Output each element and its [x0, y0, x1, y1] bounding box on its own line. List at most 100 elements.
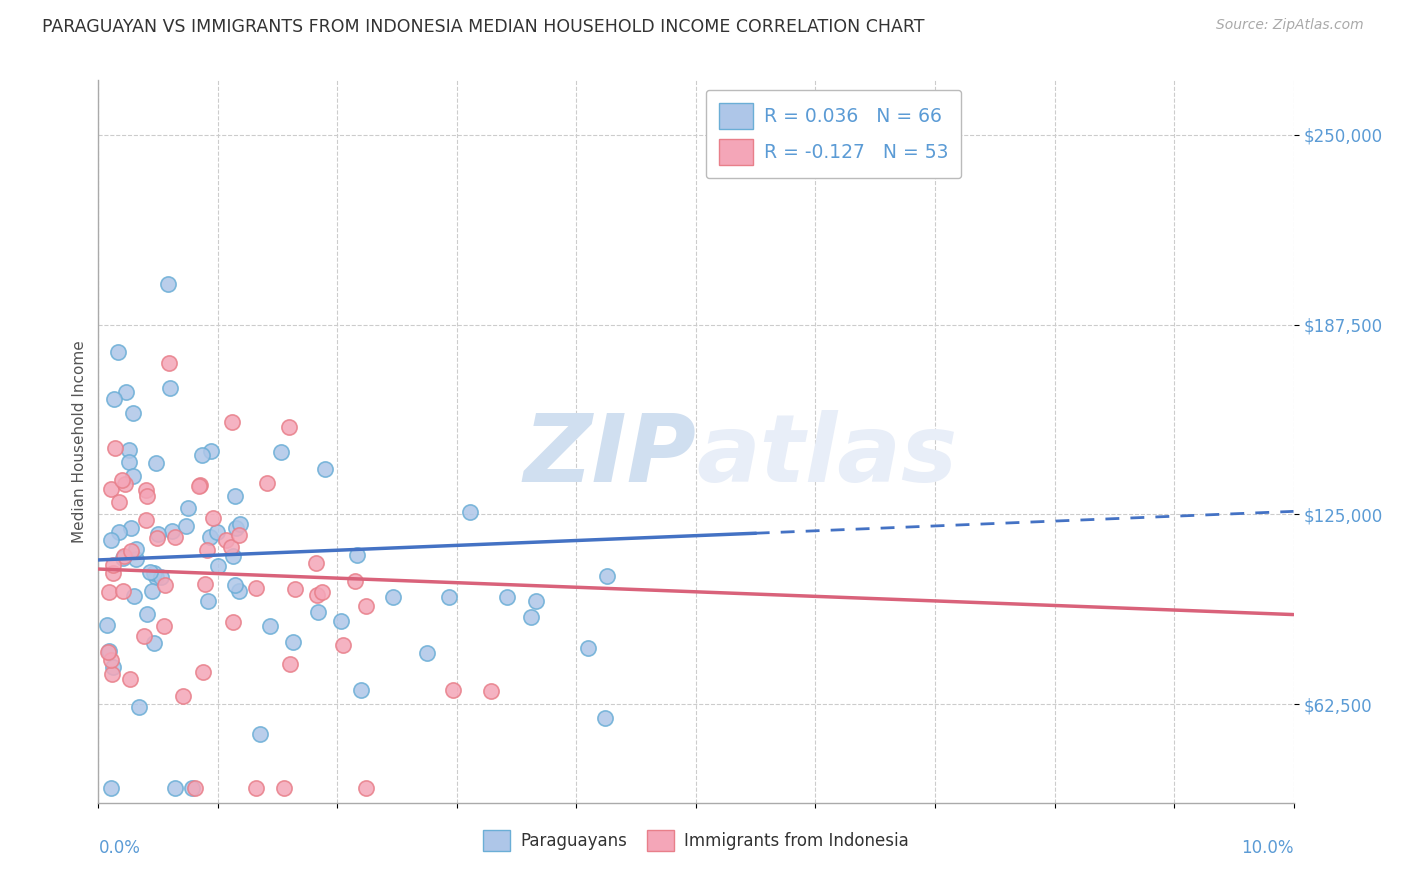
Point: [441, 683, 464, 698]
Point: [163, 780, 186, 795]
Point: [159, 381, 181, 395]
Point: [349, 682, 371, 697]
Point: [219, 540, 242, 554]
Point: [222, 549, 245, 563]
Point: [283, 635, 305, 649]
Point: [278, 420, 301, 434]
Point: [146, 527, 169, 541]
Point: [200, 444, 222, 458]
Point: [273, 780, 295, 795]
Point: [153, 578, 176, 592]
Point: [100, 780, 122, 795]
Point: [245, 780, 267, 795]
Point: [229, 517, 252, 532]
Point: [100, 653, 122, 667]
Point: [354, 780, 377, 795]
Point: [284, 582, 307, 596]
Point: [245, 581, 267, 595]
Point: [118, 443, 141, 458]
Legend: Paraguayans, Immigrants from Indonesia: Paraguayans, Immigrants from Indonesia: [475, 822, 917, 860]
Point: [198, 530, 221, 544]
Point: [184, 780, 207, 795]
Point: [101, 558, 124, 572]
Point: [416, 646, 439, 660]
Point: [176, 501, 198, 516]
Point: [100, 482, 122, 496]
Point: [134, 629, 156, 643]
Point: [101, 666, 124, 681]
Point: [103, 392, 125, 407]
Point: [122, 468, 145, 483]
Point: [145, 456, 167, 470]
Point: [172, 689, 194, 703]
Text: ZIP: ZIP: [523, 410, 696, 502]
Point: [437, 591, 460, 605]
Point: [108, 495, 131, 509]
Point: [108, 524, 131, 539]
Point: [152, 619, 174, 633]
Point: [354, 599, 377, 614]
Point: [224, 489, 246, 503]
Point: [191, 449, 214, 463]
Point: [122, 589, 145, 603]
Point: [114, 477, 136, 491]
Point: [202, 511, 225, 525]
Point: [112, 551, 135, 566]
Point: [228, 528, 250, 542]
Point: [187, 479, 209, 493]
Point: [520, 609, 543, 624]
Text: Source: ZipAtlas.com: Source: ZipAtlas.com: [1216, 18, 1364, 32]
Point: [194, 577, 217, 591]
Point: [135, 489, 157, 503]
Point: [101, 659, 124, 673]
Point: [332, 638, 354, 652]
Point: [188, 478, 211, 492]
Point: [207, 559, 229, 574]
Point: [344, 574, 367, 589]
Point: [156, 277, 179, 292]
Point: [249, 727, 271, 741]
Text: atlas: atlas: [696, 410, 957, 502]
Point: [191, 665, 214, 679]
Point: [481, 684, 503, 698]
Point: [142, 636, 165, 650]
Text: 0.0%: 0.0%: [98, 838, 141, 857]
Text: PARAGUAYAN VS IMMIGRANTS FROM INDONESIA MEDIAN HOUSEHOLD INCOME CORRELATION CHAR: PARAGUAYAN VS IMMIGRANTS FROM INDONESIA …: [42, 18, 925, 36]
Point: [120, 521, 142, 535]
Point: [595, 711, 617, 725]
Point: [346, 549, 368, 563]
Point: [576, 641, 599, 656]
Point: [98, 644, 121, 658]
Point: [135, 483, 157, 497]
Point: [111, 584, 134, 599]
Point: [228, 584, 250, 599]
Point: [195, 543, 218, 558]
Point: [115, 385, 138, 400]
Point: [163, 530, 186, 544]
Point: [135, 513, 157, 527]
Point: [259, 619, 281, 633]
Point: [314, 461, 336, 475]
Point: [110, 473, 132, 487]
Point: [311, 584, 333, 599]
Point: [101, 566, 124, 580]
Point: [122, 406, 145, 420]
Point: [160, 524, 183, 538]
Point: [305, 556, 328, 570]
Point: [215, 533, 238, 548]
Point: [98, 585, 121, 599]
Point: [118, 455, 141, 469]
Point: [136, 607, 159, 621]
Point: [104, 442, 127, 456]
Point: [149, 570, 172, 584]
Point: [330, 614, 353, 628]
Point: [157, 356, 180, 370]
Point: [270, 445, 292, 459]
Point: [146, 531, 169, 545]
Point: [107, 345, 129, 359]
Point: [141, 583, 163, 598]
Point: [205, 524, 228, 539]
Point: [222, 615, 245, 629]
Point: [124, 541, 146, 556]
Point: [97, 645, 120, 659]
